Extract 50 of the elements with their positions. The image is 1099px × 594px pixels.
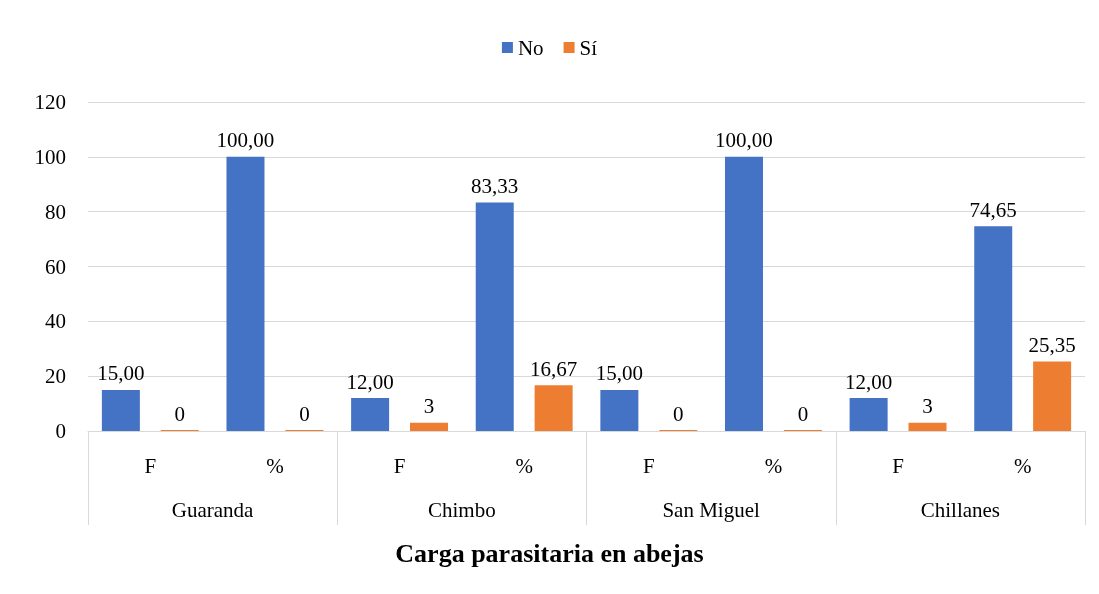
data-label: 15,00: [595, 361, 643, 386]
data-label: 25,35: [1028, 333, 1076, 357]
y-tick-label: 80: [45, 199, 66, 224]
data-label: 16,67: [530, 356, 578, 381]
bar: [1033, 361, 1072, 431]
x-tick-label: F: [642, 453, 655, 478]
bar: [974, 226, 1013, 431]
data-label: 0: [673, 401, 684, 426]
data-label: 0: [797, 401, 809, 426]
data-label: 74,65: [969, 197, 1017, 222]
data-label: 100,00: [216, 128, 275, 153]
legend-label: Sí: [579, 35, 598, 60]
data-label: 15,00: [97, 361, 145, 386]
x-tick-label: %: [764, 453, 783, 478]
x-tick-label: %: [1013, 453, 1032, 478]
data-label: 83,33: [471, 174, 519, 199]
bar: [908, 422, 947, 431]
text: Chimbo: [428, 497, 496, 522]
y-tick-label: 60: [45, 254, 66, 279]
bar: [600, 389, 639, 431]
y-tick-label: 0: [55, 419, 66, 443]
data-label: 3: [922, 394, 933, 419]
data-label: 0: [174, 401, 186, 426]
bar: [849, 398, 888, 431]
x-tick-label: F: [144, 453, 157, 478]
data-label: 12,00: [346, 369, 394, 394]
bar: [101, 389, 140, 431]
bar: [410, 422, 449, 431]
bar: [475, 202, 514, 431]
data-label: 12,00: [844, 369, 893, 394]
y-tick-label: 40: [45, 309, 66, 334]
x-tick-label: F: [892, 453, 904, 478]
y-tick-label: 20: [45, 364, 66, 389]
text: Guaranda: [171, 497, 255, 522]
bar: [351, 398, 390, 431]
data-label: 100,00: [715, 128, 773, 153]
text: San Miguel: [662, 497, 760, 522]
y-tick-label: 120: [34, 90, 66, 114]
bar: [226, 156, 265, 431]
bar: [724, 156, 763, 431]
legend-label: No: [517, 35, 544, 60]
y-tick-label: 100: [34, 144, 66, 169]
bar: [534, 385, 573, 431]
x-tick-label: %: [266, 453, 284, 478]
text: Chillanes: [920, 497, 1001, 522]
x-tick-label: F: [393, 453, 406, 478]
data-label: 0: [299, 401, 310, 426]
data-label: 3: [423, 394, 435, 419]
x-tick-label: %: [515, 453, 533, 478]
x-axis-title: Carga parasitaria en abejas: [395, 538, 704, 568]
